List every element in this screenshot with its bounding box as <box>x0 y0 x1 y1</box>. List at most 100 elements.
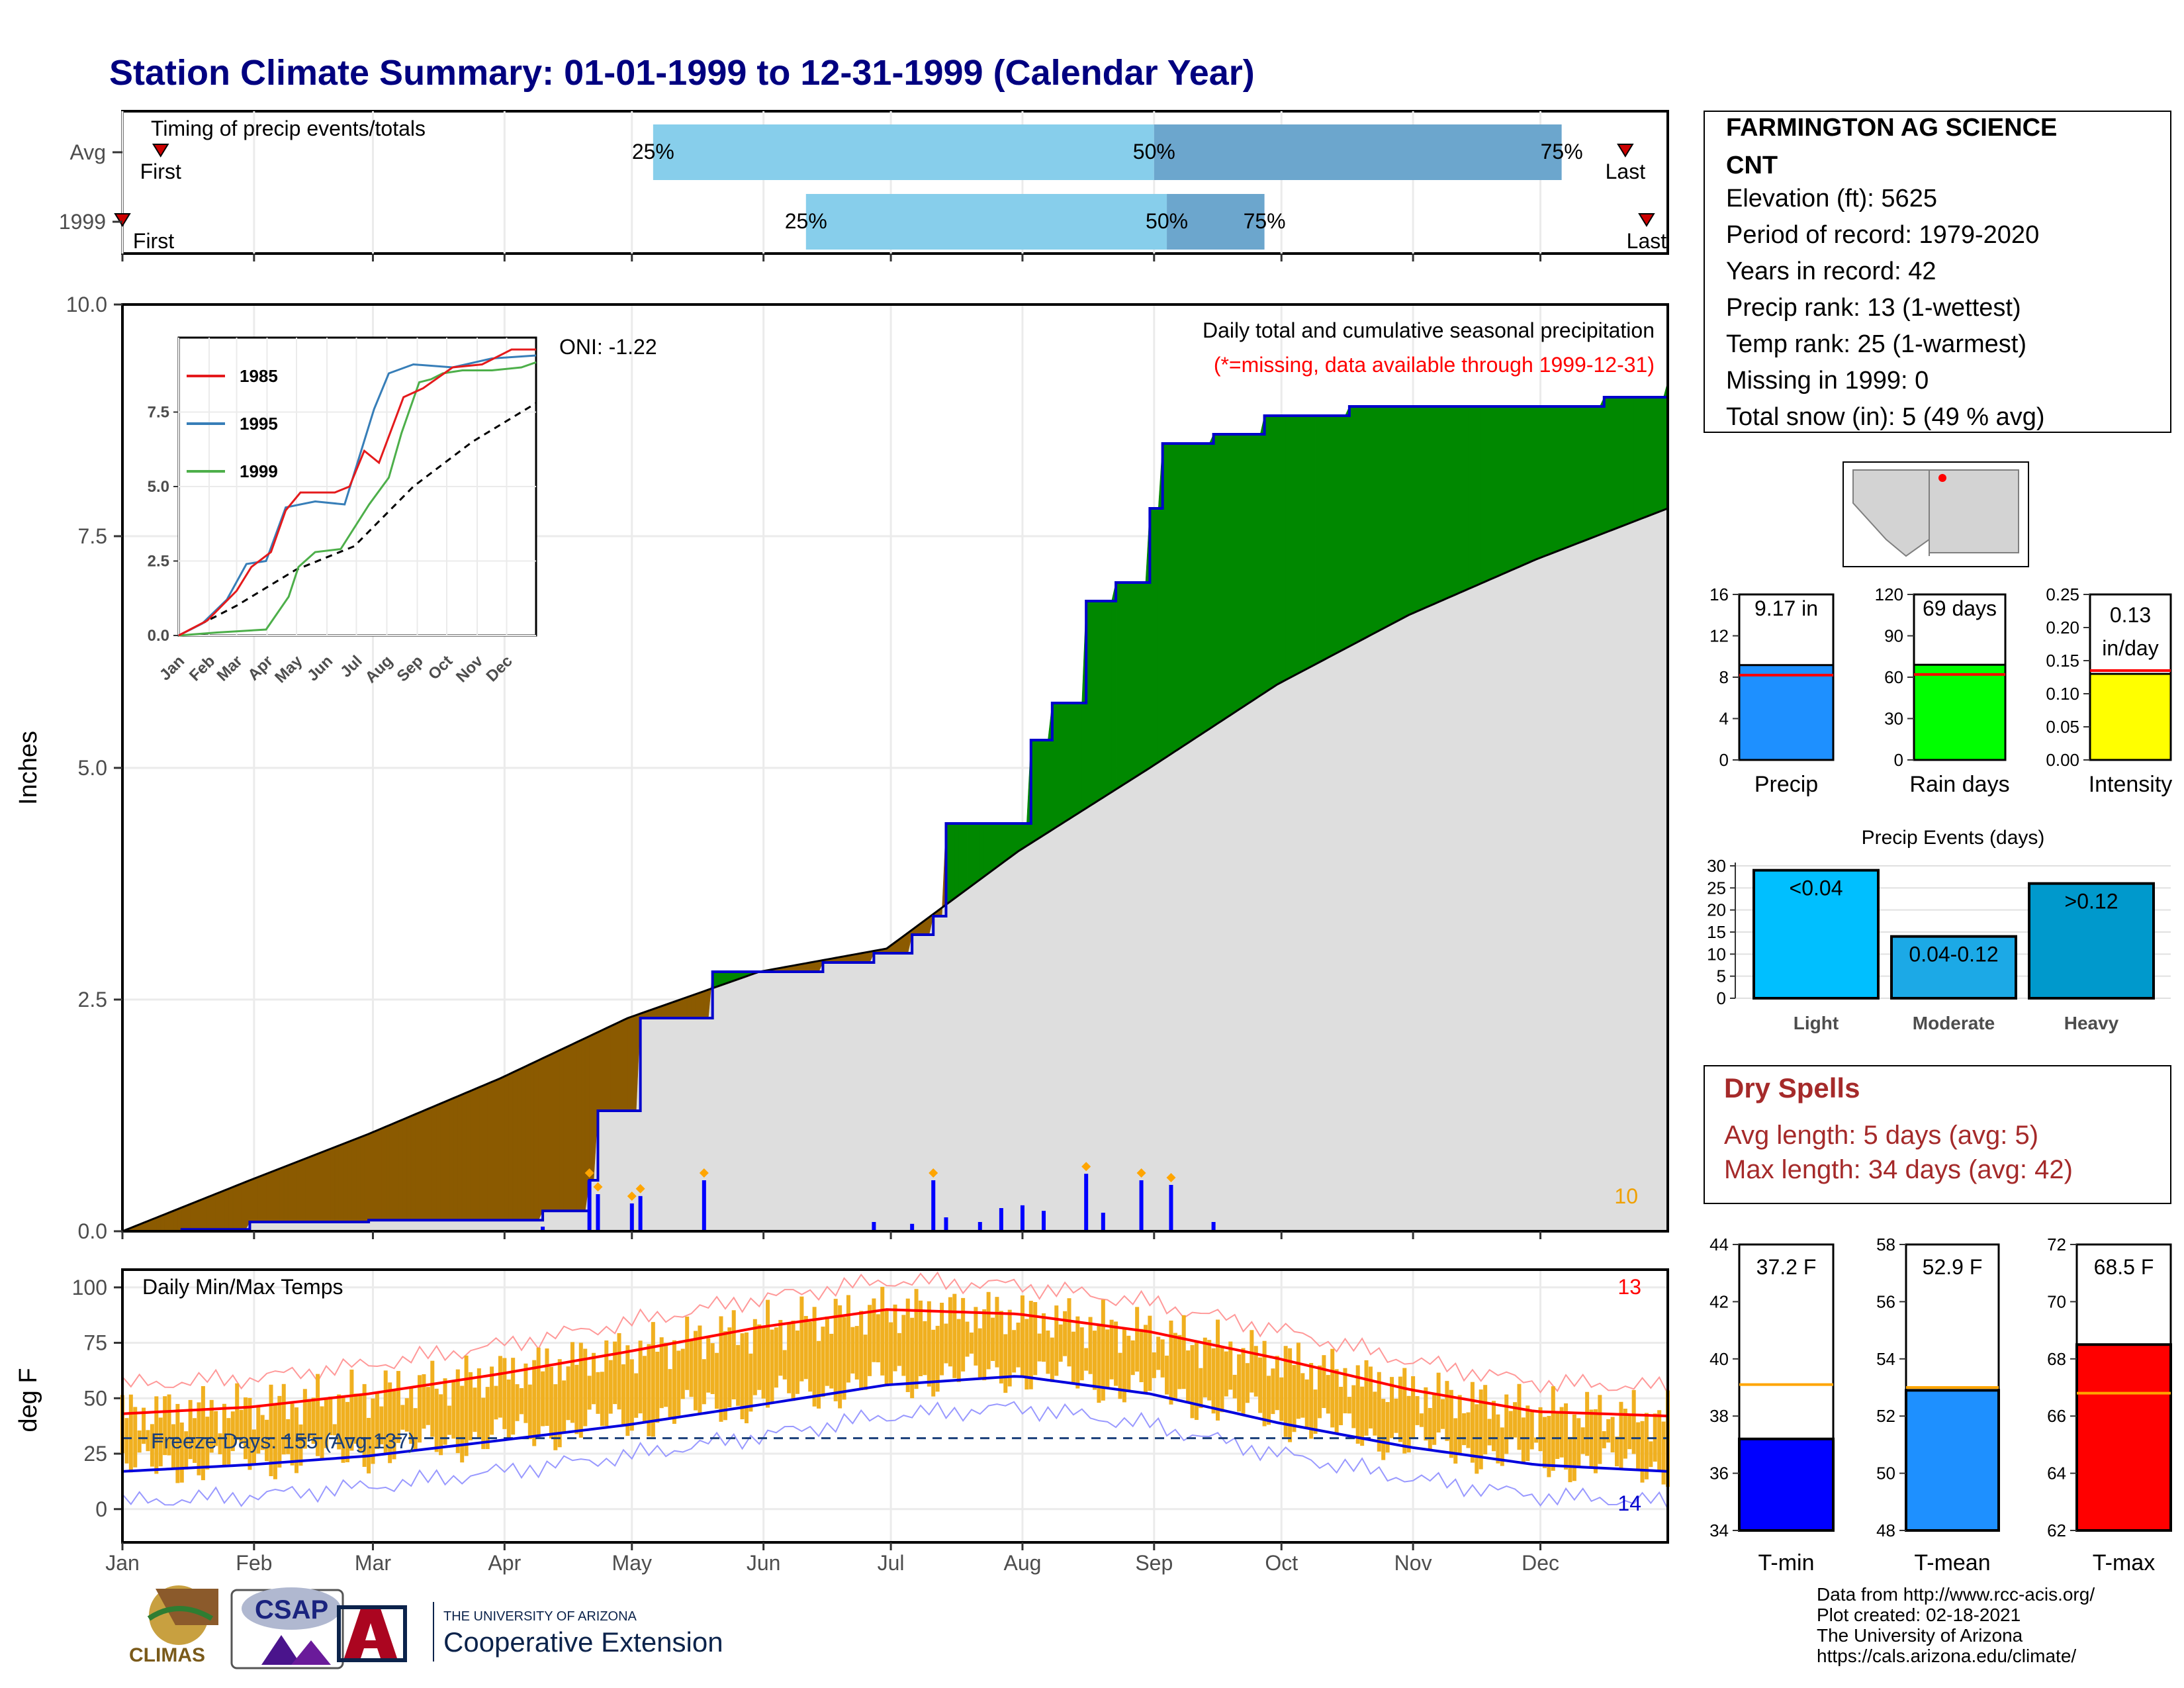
mini-bar-ytick-label: 4 <box>1719 709 1729 729</box>
temp-bar-value <box>2075 1343 2172 1532</box>
deficit-area <box>415 1112 420 1221</box>
deficit-area <box>224 1188 229 1230</box>
mini-bar-ytick-label: 90 <box>1884 626 1903 646</box>
daily-temp-bar <box>1186 1350 1191 1403</box>
daily-temp-bar <box>494 1385 498 1420</box>
avg-min-line <box>122 1375 1668 1473</box>
daily-temp-bar <box>371 1398 375 1464</box>
daily-temp-bar <box>625 1345 630 1436</box>
mini-bar-ytick-label: 30 <box>1884 709 1903 729</box>
surplus-area <box>1595 406 1600 537</box>
daily-temp-bar <box>1487 1419 1492 1446</box>
daily-temp-bar <box>1330 1348 1335 1428</box>
daily-temp-bar <box>999 1311 1003 1383</box>
temp-bar-ytick-label: 62 <box>2047 1521 2066 1540</box>
deficit-area <box>206 1195 212 1230</box>
daily-temp-bar <box>1042 1313 1046 1362</box>
surplus-area <box>1310 415 1316 667</box>
daily-temp-bar <box>719 1316 723 1422</box>
daily-precip-bar <box>1139 1180 1144 1231</box>
daily-temp-bar <box>485 1387 490 1450</box>
station-location-marker <box>1938 474 1946 482</box>
daily-temp-bar <box>549 1366 553 1439</box>
daily-temp-bar <box>1449 1389 1453 1458</box>
surplus-area <box>1192 443 1197 741</box>
daily-temp-bar <box>1216 1319 1220 1421</box>
daily-temp-bar <box>451 1382 456 1439</box>
daily-temp-bar <box>1636 1422 1641 1471</box>
daily-temp-bar <box>1058 1324 1063 1362</box>
deficit-area <box>177 1207 183 1232</box>
daily-temp-bar <box>927 1301 931 1387</box>
daily-temp-bar <box>295 1407 299 1474</box>
daily-temp-bar <box>795 1330 799 1394</box>
surplus-area <box>1544 406 1549 557</box>
daily-temp-bar <box>833 1299 838 1401</box>
deficit-area <box>686 995 692 1019</box>
surplus-area <box>1535 406 1541 560</box>
surplus-area <box>1561 406 1567 550</box>
precip-ytick-label: 5.0 <box>78 756 107 780</box>
deficit-area <box>538 1058 543 1221</box>
daily-temp-bar <box>1262 1340 1267 1427</box>
month-tick-label: Mar <box>355 1551 391 1575</box>
daily-temp-bar <box>948 1297 952 1367</box>
daily-temp-bar <box>1304 1379 1309 1429</box>
temp-bar-ytick-label: 36 <box>1709 1464 1729 1483</box>
daily-temp-bar <box>230 1411 235 1452</box>
deficit-area <box>610 1023 615 1111</box>
surplus-area <box>1171 443 1176 755</box>
deficit-area <box>292 1162 297 1223</box>
timing-first-marker <box>114 213 131 227</box>
heavy-event-marker <box>1166 1173 1176 1182</box>
daily-temp-bar <box>473 1387 477 1432</box>
daily-temp-bar <box>273 1403 277 1479</box>
daily-precip-bar <box>629 1203 634 1231</box>
station-info-line: Missing in 1999: 0 <box>1726 367 1929 395</box>
surplus-area <box>1642 397 1647 519</box>
precip-ylabel: Inches <box>15 731 42 805</box>
daily-temp-bar <box>124 1418 129 1464</box>
temp-bar-ytick-label: 72 <box>2047 1235 2066 1254</box>
surplus-area <box>983 823 989 877</box>
surplus-area <box>1586 406 1592 540</box>
surplus-area <box>1357 406 1363 643</box>
mini-bar-ytick-label: 0.05 <box>2046 717 2079 737</box>
surplus-area <box>1281 415 1286 683</box>
surplus-area <box>1633 397 1639 522</box>
daily-temp-bar <box>893 1304 897 1372</box>
daily-temp-bar <box>1572 1414 1576 1481</box>
daily-temp-bar <box>1343 1368 1347 1414</box>
daily-temp-bar <box>1016 1323 1021 1368</box>
surplus-area <box>1353 406 1359 645</box>
deficit-area <box>682 996 688 1019</box>
timing-last-label: Last <box>1606 160 1646 183</box>
daily-temp-bar <box>1139 1329 1144 1383</box>
daily-temp-bar <box>1271 1368 1275 1415</box>
surplus-area <box>1340 415 1345 651</box>
daily-precip-bar <box>944 1217 948 1231</box>
mini-bar-value <box>1913 663 2007 761</box>
csap-logo-text: CSAP <box>255 1595 328 1624</box>
timing-first-label: First <box>140 160 181 183</box>
daily-temp-bar <box>808 1321 813 1392</box>
events-category-label: Heavy <box>2064 1013 2119 1033</box>
inset-ytick-label: 2.5 <box>148 553 169 571</box>
deficit-area <box>343 1142 348 1223</box>
daily-temp-bar <box>680 1348 685 1399</box>
footer-line: The University of Arizona <box>1817 1625 2023 1646</box>
surplus-area <box>1553 406 1558 553</box>
deficit-area <box>470 1088 475 1221</box>
surplus-area <box>1018 823 1023 852</box>
deficit-area <box>394 1121 399 1221</box>
surplus-area <box>1480 406 1486 584</box>
daily-temp-bar <box>782 1350 787 1380</box>
deficit-area <box>296 1160 301 1223</box>
daily-temp-bar <box>829 1333 834 1389</box>
daily-precip-bar <box>978 1222 982 1231</box>
daily-temp-bar <box>702 1359 706 1405</box>
surplus-area <box>1064 702 1069 822</box>
daily-precip-bar <box>910 1223 915 1231</box>
events-ytick-label: 30 <box>1707 856 1726 876</box>
inset-ytick-label: 0.0 <box>148 627 169 645</box>
